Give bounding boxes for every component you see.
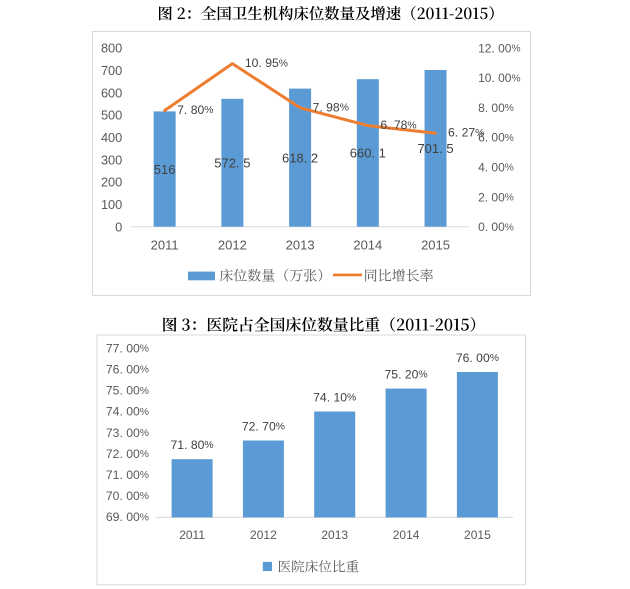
svg-text:76. 00%: 76. 00%	[456, 351, 499, 365]
svg-text:701. 5: 701. 5	[417, 141, 453, 156]
svg-text:400: 400	[101, 130, 122, 145]
svg-text:0. 00%: 0. 00%	[478, 220, 514, 234]
svg-text:600: 600	[101, 85, 122, 100]
svg-text:73. 00%: 73. 00%	[106, 426, 149, 440]
svg-text:2014: 2014	[393, 528, 420, 542]
svg-text:70. 00%: 70. 00%	[106, 489, 149, 503]
svg-text:72. 70%: 72. 70%	[242, 419, 285, 433]
svg-text:2011: 2011	[151, 237, 179, 252]
svg-text:0: 0	[115, 219, 122, 234]
svg-text:200: 200	[101, 175, 122, 190]
svg-text:4. 00%: 4. 00%	[478, 161, 514, 175]
svg-text:10. 95%: 10. 95%	[245, 56, 288, 70]
svg-text:7. 98%: 7. 98%	[313, 100, 349, 114]
svg-text:77. 00%: 77. 00%	[106, 341, 149, 355]
svg-text:2013: 2013	[321, 528, 348, 542]
svg-text:6. 00%: 6. 00%	[478, 131, 514, 145]
svg-text:7. 80%: 7. 80%	[177, 103, 213, 117]
svg-text:2012: 2012	[250, 528, 277, 542]
svg-text:2012: 2012	[218, 237, 247, 252]
svg-text:516: 516	[154, 162, 176, 177]
svg-text:74. 00%: 74. 00%	[106, 405, 149, 419]
svg-text:300: 300	[101, 152, 122, 167]
svg-text:800: 800	[101, 41, 122, 56]
svg-text:71. 00%: 71. 00%	[106, 468, 149, 482]
svg-text:76. 00%: 76. 00%	[106, 363, 149, 377]
svg-text:72. 00%: 72. 00%	[106, 447, 149, 461]
svg-text:69. 00%: 69. 00%	[106, 510, 149, 524]
svg-text:500: 500	[101, 108, 122, 123]
svg-text:700: 700	[101, 63, 122, 78]
svg-text:8. 00%: 8. 00%	[478, 101, 514, 115]
svg-text:2013: 2013	[286, 237, 315, 252]
svg-text:6. 27%: 6. 27%	[448, 126, 484, 140]
svg-text:75. 00%: 75. 00%	[106, 384, 149, 398]
svg-text:75. 20%: 75. 20%	[385, 367, 428, 381]
svg-text:6. 78%: 6. 78%	[380, 118, 416, 132]
svg-text:74. 10%: 74. 10%	[313, 390, 356, 404]
svg-text:2015: 2015	[421, 237, 450, 252]
svg-text:2015: 2015	[464, 528, 491, 542]
svg-text:100: 100	[101, 197, 122, 212]
svg-text:12. 00%: 12. 00%	[478, 41, 520, 55]
svg-text:10. 00%: 10. 00%	[478, 71, 520, 85]
svg-text:2011: 2011	[179, 528, 205, 542]
svg-text:2. 00%: 2. 00%	[478, 190, 514, 204]
svg-text:71. 80%: 71. 80%	[171, 438, 214, 452]
svg-text:618. 2: 618. 2	[282, 150, 318, 165]
svg-text:572. 5: 572. 5	[214, 155, 250, 170]
svg-text:2014: 2014	[353, 237, 382, 252]
svg-text:660. 1: 660. 1	[350, 146, 386, 161]
